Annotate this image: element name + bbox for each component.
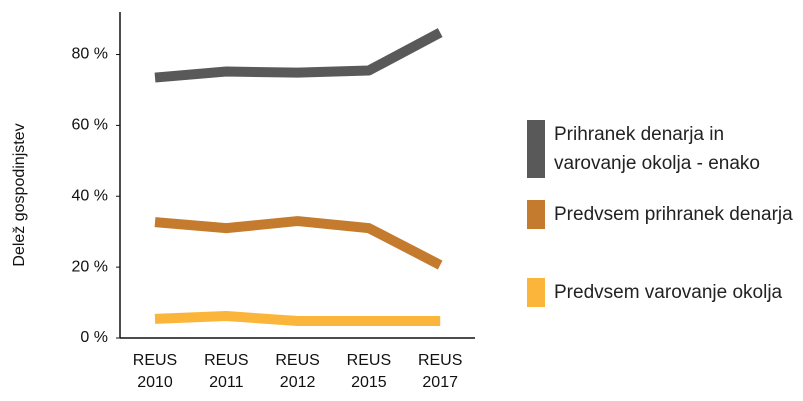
legend-swatch (527, 278, 545, 307)
y-tick-label: 80 % (72, 46, 108, 63)
y-tick-label: 20 % (72, 258, 108, 275)
x-tick-label: REUS 2011 (204, 352, 249, 391)
x-tick-label: REUS 2017 (417, 352, 463, 391)
y-tick-label: 60 % (72, 117, 108, 134)
x-tick-label: REUS 2012 (275, 352, 320, 391)
y-tick-label: 40 % (72, 187, 108, 204)
series-line (154, 216, 443, 270)
legend-label: Predvsem prihranek denarja (554, 204, 793, 225)
legend-label: Predvsem varovanje okolja (554, 282, 783, 303)
series-line (154, 311, 441, 326)
x-tick-label: REUS 2010 (132, 352, 178, 391)
legend-item: Prihranek denarja in varovanje okolja - … (527, 120, 794, 178)
legend-swatch (527, 200, 545, 229)
series-line (154, 28, 443, 83)
legend-item: Predvsem varovanje okolja (527, 278, 794, 307)
x-tick-label: REUS 2015 (346, 352, 392, 391)
y-tick-label: 0 % (80, 329, 108, 346)
legend-swatch (527, 120, 545, 178)
legend-label: Prihranek denarja in varovanje okolja - … (554, 124, 760, 174)
y-axis-label: Delež gospodinjstev (11, 123, 28, 266)
legend-item: Predvsem prihranek denarja (527, 200, 794, 229)
